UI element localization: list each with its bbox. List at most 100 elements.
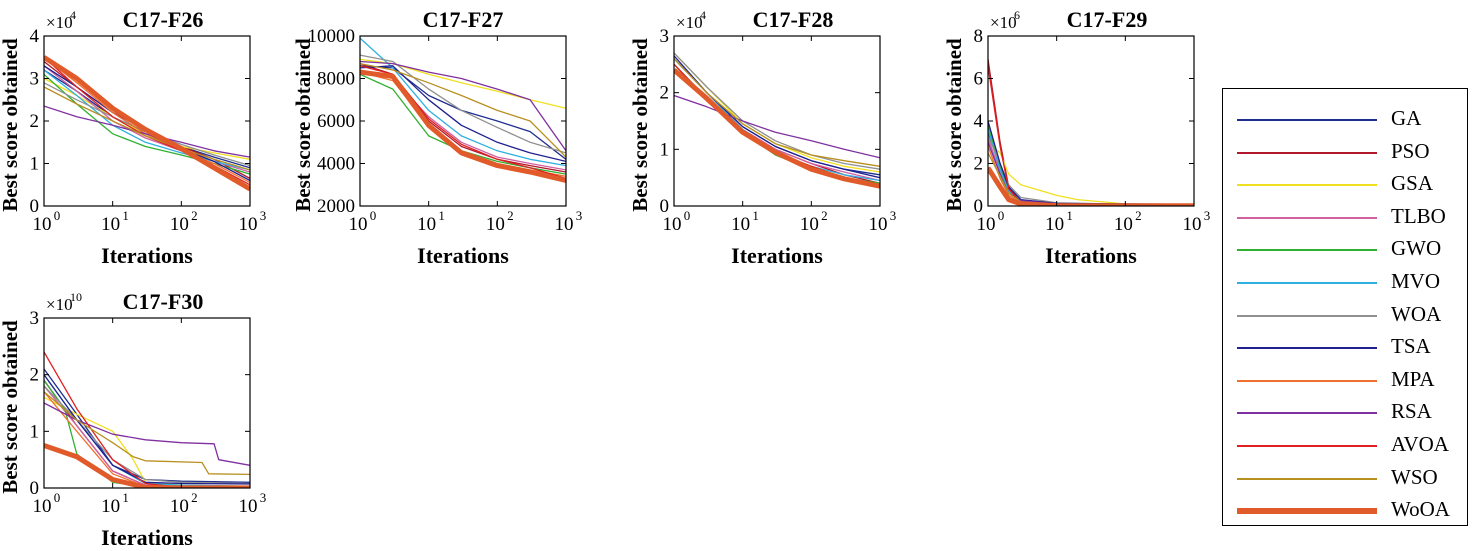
series-line-wso (44, 391, 250, 476)
x-axis-label: Iterations (101, 243, 193, 268)
x-tick-label: 10 (663, 214, 682, 235)
chart-panel: 10 0 10 1 10 2 10 3200040006000800010000C17-F27… (291, 7, 582, 268)
axes-box (43, 35, 251, 207)
series-line-tsa (360, 65, 566, 163)
x-tick-exponent: 0 (54, 208, 61, 223)
legend-swatch (1237, 508, 1377, 515)
legend-item-woa: WOA (1223, 301, 1467, 331)
legend-swatch (1237, 445, 1377, 447)
y-multiplier-exponent: 4 (700, 8, 706, 22)
series-line-woa (674, 52, 880, 170)
x-tick-exponent: 0 (998, 208, 1005, 223)
x-tick-label: 10 (731, 214, 750, 235)
legend-swatch (1237, 282, 1377, 284)
chart-title: C17-F26 (123, 7, 204, 32)
series-line-avoa (674, 63, 880, 187)
series-line-ga (674, 58, 880, 176)
series-line-tsa (988, 120, 1194, 205)
legend-item-tsa: TSA (1223, 333, 1467, 363)
series-line-gwo (360, 73, 566, 175)
x-tick-exponent: 0 (54, 490, 61, 505)
y-multiplier-exponent: 10 (70, 290, 82, 304)
x-tick-exponent: 1 (122, 490, 129, 505)
x-tick-exponent: 2 (1135, 208, 1142, 223)
x-tick-label: 10 (33, 496, 52, 517)
x-tick-label: 10 (1045, 214, 1064, 235)
legend-swatch (1237, 379, 1377, 382)
legend-swatch (1237, 184, 1377, 187)
x-tick-label: 10 (239, 214, 258, 235)
legend-label: TSA (1391, 334, 1431, 359)
x-tick-label: 10 (101, 214, 120, 235)
x-tick-label: 10 (170, 496, 189, 517)
legend-item-wso: WSO (1223, 464, 1467, 494)
y-tick-label: 2 (30, 111, 40, 132)
axes-box (673, 35, 881, 207)
legend-label: GWO (1391, 236, 1442, 261)
x-tick-exponent: 3 (260, 490, 267, 505)
x-tick-label: 10 (239, 496, 258, 517)
x-tick-label: 10 (170, 214, 189, 235)
series-line-pso (44, 379, 250, 488)
legend-item-avoa: AVOA (1223, 431, 1467, 461)
legend-label: RSA (1391, 399, 1432, 424)
x-axis-label: Iterations (101, 525, 193, 550)
series-line-rsa (44, 105, 250, 158)
x-axis-label: Iterations (417, 243, 509, 268)
legend: GA PSO GSA TLBO GWO MVO WOA TSA MPA RSA AVOA WSO WoO… (1222, 88, 1468, 526)
series-line-tsa (674, 55, 880, 179)
y-tick-label: 6 (974, 69, 984, 90)
x-tick-label: 10 (977, 214, 996, 235)
legend-swatch (1237, 314, 1377, 317)
series-line-wso (44, 86, 250, 171)
legend-item-wooa: WoOA (1223, 496, 1467, 526)
series-line-gwo (674, 63, 880, 184)
series-line-rsa (44, 402, 250, 466)
series-line-wooa (44, 55, 250, 192)
legend-item-rsa: RSA (1223, 398, 1467, 428)
x-tick-exponent: 2 (507, 208, 514, 223)
legend-label: WoOA (1391, 497, 1450, 522)
legend-item-ga: GA (1223, 105, 1467, 135)
y-multiplier: ×10 (46, 295, 73, 314)
x-tick-label: 10 (349, 214, 368, 235)
y-tick-label: 4 (30, 26, 40, 47)
x-tick-exponent: 3 (576, 208, 583, 223)
series-line-ga (988, 131, 1194, 206)
legend-swatch (1237, 477, 1377, 480)
y-axis-label: Best score obtained (0, 38, 22, 212)
legend-label: TLBO (1391, 203, 1446, 228)
legend-label: MVO (1391, 269, 1441, 293)
y-tick-label: 2 (30, 365, 40, 386)
chart-title: C17-F28 (753, 7, 834, 32)
legend-label: PSO (1391, 138, 1430, 163)
series-group (360, 37, 566, 183)
x-tick-exponent: 2 (821, 208, 828, 223)
y-tick-label: 0 (30, 196, 40, 217)
series-line-woa (360, 54, 566, 154)
series-line-avoa (988, 65, 1194, 206)
y-tick-label: 3 (660, 26, 670, 47)
y-tick-label: 6000 (317, 111, 355, 132)
series-line-tlbo (44, 385, 250, 488)
axes-box (43, 317, 251, 489)
series-line-gwo (44, 379, 250, 488)
series-line-woa (988, 135, 1194, 206)
y-tick-label: 2 (660, 83, 670, 104)
legend-label: MPA (1391, 366, 1435, 391)
legend-swatch (1237, 119, 1377, 121)
x-tick-label: 10 (1114, 214, 1133, 235)
x-tick-exponent: 2 (191, 208, 198, 223)
legend-swatch (1237, 347, 1377, 350)
legend-label: WOA (1391, 301, 1442, 326)
series-group (674, 52, 880, 189)
legend-item-tlbo: TLBO (1223, 203, 1467, 233)
legend-item-mpa: MPA (1223, 366, 1467, 396)
legend-swatch (1237, 151, 1377, 154)
y-tick-label: 2 (974, 154, 984, 175)
y-axis-label: Best score obtained (628, 38, 652, 212)
